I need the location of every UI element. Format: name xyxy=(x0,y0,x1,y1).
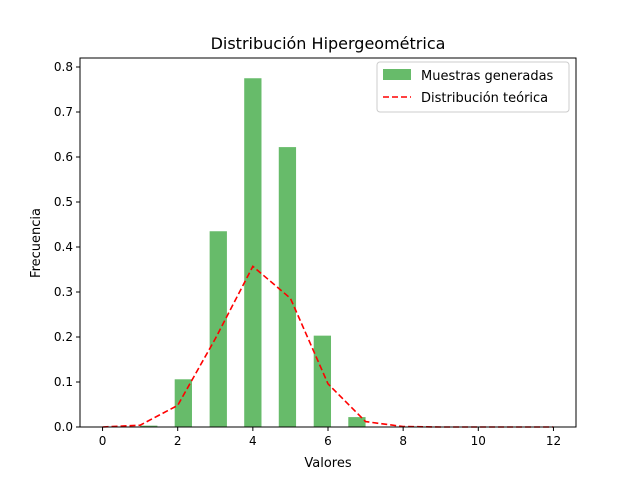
x-tick-label-4: 4 xyxy=(249,434,257,448)
y-tick-label-0.3: 0.3 xyxy=(54,285,73,299)
legend-label-bars: Muestras generadas xyxy=(421,69,554,84)
y-tick-label-0: 0.0 xyxy=(54,420,73,434)
bar-6 xyxy=(348,417,366,427)
x-tick-label-0: 0 xyxy=(99,434,107,448)
legend: Muestras generadas Distribución teórica xyxy=(376,61,570,113)
legend-swatch-bars xyxy=(383,69,411,80)
y-tick-label-0.5: 0.5 xyxy=(54,195,73,209)
y-tick-label-0.8: 0.8 xyxy=(54,60,73,74)
bars-layer xyxy=(140,78,366,427)
x-tick-label-2: 2 xyxy=(174,434,182,448)
x-axis-label: Valores xyxy=(304,456,351,471)
x-tick-label-6: 6 xyxy=(324,434,332,448)
y-tick-label-0.1: 0.1 xyxy=(54,375,73,389)
bar-4 xyxy=(278,147,297,427)
axes-layer: 0 2 4 6 8 10 12 0.0 0.1 0.2 0.3 0.4 0.5 0.6 0.7 0.8 xyxy=(54,57,577,448)
bar-5 xyxy=(313,335,332,427)
bar-0 xyxy=(140,425,158,427)
y-tick-label-0.6: 0.6 xyxy=(54,150,73,164)
line-layer xyxy=(102,265,554,428)
legend-label-line: Distribución teórica xyxy=(421,91,548,106)
x-tick-label-10: 10 xyxy=(471,434,486,448)
y-tick-label-0.4: 0.4 xyxy=(54,240,73,254)
bar-2 xyxy=(209,231,227,427)
x-tick-label-8: 8 xyxy=(399,434,407,448)
bar-1 xyxy=(174,379,192,427)
chart-title: Distribución Hipergeométrica xyxy=(211,34,446,53)
x-tick-label-12: 12 xyxy=(546,434,561,448)
y-tick-label-0.7: 0.7 xyxy=(54,105,73,119)
bar-3 xyxy=(244,78,262,427)
y-axis-label: Frecuencia xyxy=(29,208,44,278)
legend-frame xyxy=(376,61,570,113)
theoretical-line xyxy=(102,265,554,428)
y-tick-label-0.2: 0.2 xyxy=(54,330,73,344)
